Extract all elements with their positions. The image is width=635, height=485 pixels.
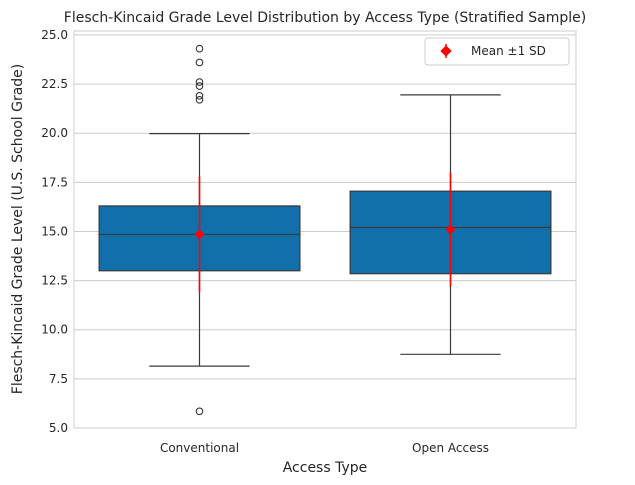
x-tick-label: Open Access — [412, 441, 489, 455]
y-tick-label: 7.5 — [49, 372, 68, 386]
y-tick-label: 22.5 — [41, 77, 68, 91]
plot-area-frame — [73, 30, 577, 429]
x-tick-labels: Conventional Open Access — [160, 441, 489, 455]
outlier-point — [195, 78, 204, 86]
x-tick-label: Conventional — [160, 441, 239, 455]
mean-marker — [194, 229, 205, 240]
outlier-point — [195, 95, 204, 104]
legend-frame — [424, 37, 570, 66]
legend: Mean ±1 SD — [424, 37, 570, 66]
y-axis-title: Flesch-Kincaid Grade Level (U.S. School … — [10, 64, 26, 394]
y-tick-labels: 5.0 7.5 10.0 12.5 15.0 17.5 20.0 22.5 25.0 — [41, 28, 68, 435]
outlier-point — [195, 44, 204, 53]
outlier-point — [195, 407, 204, 416]
legend-marker-icon — [440, 45, 452, 57]
chart-title: Flesch-Kincaid Grade Level Distribution … — [64, 10, 586, 26]
outlier-point — [195, 58, 204, 67]
x-axis-title: Access Type — [283, 460, 368, 476]
y-tick-label: 25.0 — [41, 28, 68, 42]
y-tick-label: 5.0 — [49, 421, 68, 435]
mean-marker — [445, 224, 456, 235]
y-tick-label: 17.5 — [41, 175, 68, 189]
y-tick-label: 20.0 — [41, 126, 68, 140]
y-tick-label: 12.5 — [41, 274, 68, 288]
outlier-point — [195, 82, 204, 90]
outlier-point — [195, 92, 204, 100]
legend-label: Mean ±1 SD — [471, 44, 546, 58]
boxes — [98, 44, 552, 416]
y-tick-label: 10.0 — [41, 323, 68, 337]
y-tick-label: 15.0 — [41, 224, 68, 238]
